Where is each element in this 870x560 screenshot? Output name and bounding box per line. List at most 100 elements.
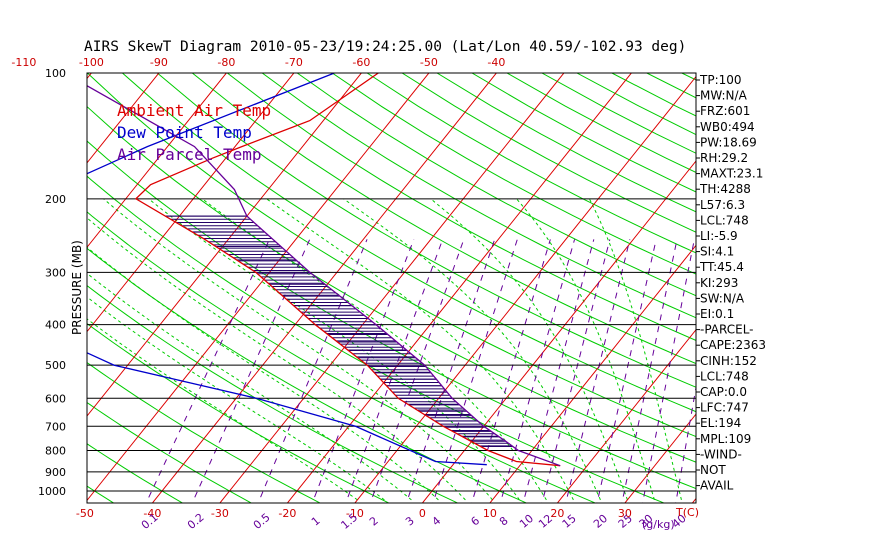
stability-index: EI:0.1 xyxy=(700,307,734,321)
dry-adiabat xyxy=(87,211,597,503)
bottom-temperature-tick: 30 xyxy=(618,507,632,520)
mixing-ratio-line xyxy=(499,239,576,503)
moist-adiabat xyxy=(87,246,439,501)
mixing-ratio-label: 20 xyxy=(591,512,610,531)
legend: Ambient Air Temp Dew Point Temp Air Parc… xyxy=(117,101,271,164)
mixing-ratio-label: 1 xyxy=(309,514,323,528)
isotherm xyxy=(624,413,696,503)
dry-adiabat xyxy=(191,73,696,365)
stability-index: MAXT:23.1 xyxy=(700,167,763,181)
stability-index: RH:29.2 xyxy=(700,151,748,165)
moist-adiabat xyxy=(87,272,412,501)
stability-index: L57:6.3 xyxy=(700,198,745,212)
isotherm xyxy=(87,73,295,333)
top-temperature-tick: -110 xyxy=(11,56,36,69)
dry-adiabat xyxy=(835,33,870,506)
isotherm xyxy=(219,73,565,503)
stability-index: -PARCEL- xyxy=(700,323,754,337)
moist-adiabat xyxy=(201,198,547,501)
isotherm xyxy=(87,73,228,249)
dry-adiabat xyxy=(226,73,696,341)
mixing-ratio-line xyxy=(145,239,270,503)
stability-index: LI:-5.9 xyxy=(700,229,738,243)
pressure-tick-label: 100 xyxy=(45,67,66,80)
stability-index: LCL:748 xyxy=(700,369,749,383)
pressure-tick-label: 1000 xyxy=(38,485,66,498)
stability-index: LCL:748 xyxy=(700,213,749,227)
isotherm xyxy=(151,73,498,503)
isotherm xyxy=(421,160,696,503)
dry-adiabat xyxy=(540,73,696,154)
mixing-ratio-label: 8 xyxy=(497,514,511,528)
moist-adiabat xyxy=(148,198,520,501)
mixing-ratio-label: 0.2 xyxy=(185,511,207,532)
dry-adiabat xyxy=(87,284,459,503)
pressure-tick-label: 400 xyxy=(45,319,66,332)
pressure-tick-label: 600 xyxy=(45,392,66,405)
stability-index: -WIND- xyxy=(700,447,742,461)
top-temperature-tick: -70 xyxy=(285,56,303,69)
mixing-ratio-label: 3 xyxy=(403,514,417,528)
x-unit-label: T(C) xyxy=(675,506,699,519)
isotherm xyxy=(489,244,696,503)
isotherm xyxy=(87,73,160,164)
mixing-ratio-line xyxy=(345,239,444,503)
dry-adiabat xyxy=(737,33,870,506)
stability-index: SW:N/A xyxy=(700,291,745,305)
top-temperature-tick: -90 xyxy=(150,56,168,69)
stability-index: AVAIL xyxy=(700,479,734,493)
dry-adiabat xyxy=(121,73,696,413)
moist-adiabats xyxy=(87,198,682,501)
isotherm xyxy=(556,328,696,503)
mixing-ratio-line xyxy=(541,239,611,503)
dry-adiabat xyxy=(87,322,390,503)
mixing-ratio-line xyxy=(596,239,657,503)
dry-adiabat xyxy=(87,140,696,490)
dry-adiabat xyxy=(331,73,696,275)
dry-adiabat xyxy=(261,73,696,319)
bottom-temperature-tick: 20 xyxy=(550,507,564,520)
dry-adiabat xyxy=(0,33,48,506)
pressure-tick-label: 500 xyxy=(45,359,66,372)
moist-adiabat xyxy=(516,198,655,501)
mixing-ratio-label: 6 xyxy=(468,514,482,528)
stability-index: PW:18.69 xyxy=(700,135,757,149)
plot-frame xyxy=(86,72,697,504)
isotherm xyxy=(823,32,870,508)
stability-index: TP:100 xyxy=(699,73,742,87)
mixing-ratio-label: 2 xyxy=(367,514,381,528)
bottom-temperature-tick: -50 xyxy=(76,507,94,520)
parcel-temp-line xyxy=(87,85,561,467)
isotherm xyxy=(286,73,633,503)
pressure-tick-label: 300 xyxy=(45,266,66,279)
dry-adiabat xyxy=(770,33,870,506)
y-axis-label: PRESSURE (MB) xyxy=(70,240,84,335)
stability-index: TH:4288 xyxy=(699,182,751,196)
legend-parcel: Air Parcel Temp xyxy=(117,145,262,164)
stability-index: CAPE:2363 xyxy=(700,338,766,352)
ambient-temp-line xyxy=(134,73,561,467)
dry-adiabat xyxy=(296,73,696,297)
top-temperature-tick: -50 xyxy=(420,56,438,69)
moist-adiabat xyxy=(266,198,574,501)
moist-adiabat xyxy=(87,296,385,501)
dry-adiabat xyxy=(638,33,870,506)
mixing-ratio-label: 10 xyxy=(517,512,536,531)
bottom-temperature-tick: -10 xyxy=(346,507,364,520)
moist-adiabat xyxy=(588,198,682,501)
top-temperature-tick: -60 xyxy=(352,56,370,69)
mixing-ratio-line xyxy=(471,239,551,503)
chart-title: AIRS SkewT Diagram 2010-05-23/19:24:25.0… xyxy=(84,39,686,55)
bottom-temperature-axis: -50 -40 -30 -20 -10 0 10 20 30 xyxy=(76,507,632,520)
legend-dewpoint: Dew Point Temp xyxy=(117,123,252,142)
mixing-ratio-line xyxy=(621,239,678,503)
isotherm xyxy=(756,32,870,508)
pressure-tick-label: 200 xyxy=(45,193,66,206)
mixing-ratio-line xyxy=(311,239,415,503)
top-temperature-tick: -80 xyxy=(217,56,235,69)
dry-adiabat xyxy=(156,73,696,388)
stability-index: TT:45.4 xyxy=(699,260,744,274)
dry-adiabat xyxy=(87,73,696,438)
dry-adiabat xyxy=(87,361,322,503)
